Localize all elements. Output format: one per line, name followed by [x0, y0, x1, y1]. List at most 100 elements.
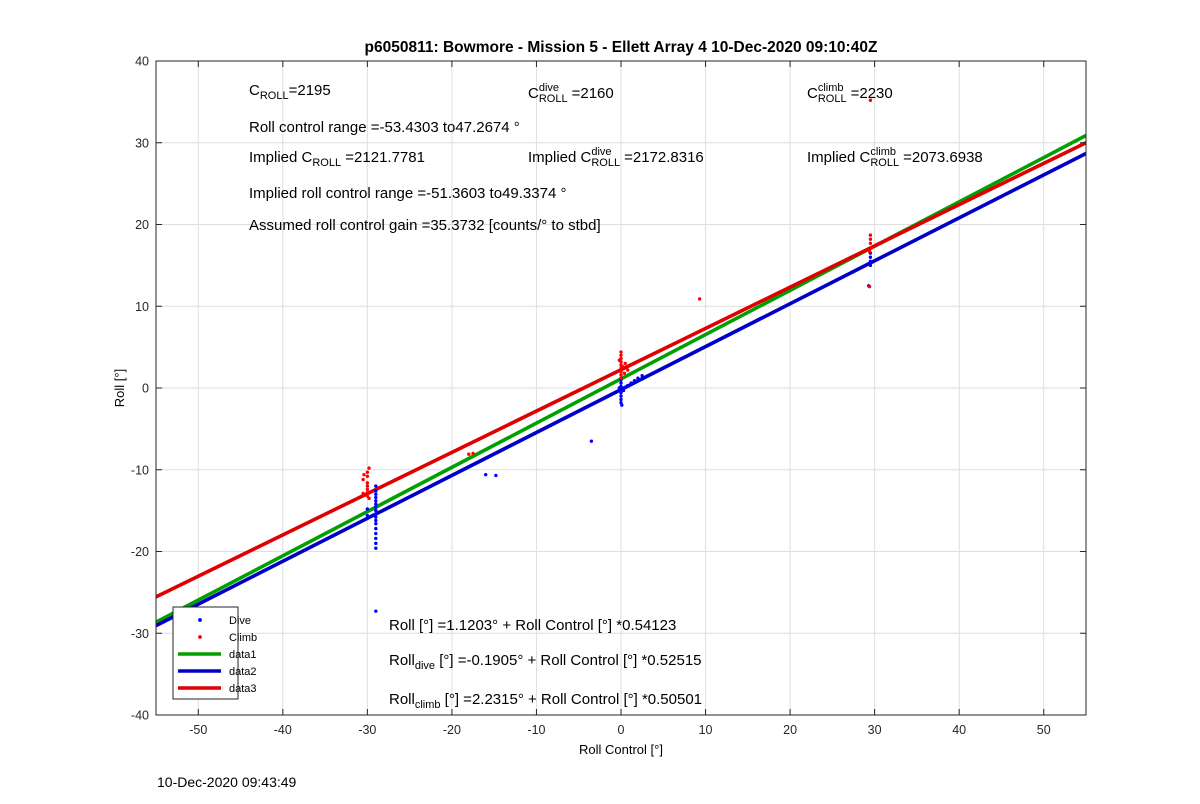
climb-point	[697, 297, 702, 301]
climb-point	[467, 452, 471, 456]
dive-point	[374, 609, 378, 613]
climb-point	[869, 245, 873, 250]
dive-point	[374, 484, 378, 488]
climb-point	[868, 233, 873, 237]
climb-point	[626, 368, 630, 372]
dive-point	[374, 522, 378, 526]
dive-point	[484, 472, 488, 477]
implied-c-roll-text: Implied CROLL =2121.7781	[249, 149, 425, 169]
dive-point	[374, 492, 378, 496]
climb-point	[619, 350, 623, 354]
y-tick-label: 10	[135, 300, 149, 314]
legend-label: Dive	[229, 615, 251, 627]
y-tick-label: -40	[131, 709, 149, 723]
x-axis-label: Roll Control [°]	[579, 742, 663, 757]
climb-point	[365, 474, 370, 478]
y-tick-label: 40	[135, 55, 149, 69]
print-timestamp: 10-Dec-2020 09:43:49	[157, 774, 297, 790]
dive-point	[629, 381, 633, 385]
climb-point	[367, 496, 371, 501]
dive-point	[619, 397, 623, 402]
climb-point	[365, 494, 370, 498]
climb-point	[619, 369, 623, 374]
dive-point	[494, 473, 498, 478]
dive-point	[640, 374, 644, 378]
dive-point	[617, 386, 622, 390]
climb-point	[620, 365, 625, 369]
climb-point	[619, 353, 623, 357]
c-roll-text: CROLL=2195	[249, 82, 331, 102]
dive-point	[636, 376, 640, 380]
climb-point	[619, 373, 623, 377]
dive-point	[374, 518, 378, 523]
climb-point	[367, 466, 371, 470]
y-tick-label: 0	[142, 382, 149, 396]
dive-point	[374, 489, 378, 493]
legend: Dive Climb data1 data2 data3	[172, 606, 257, 700]
climb-point	[365, 470, 370, 474]
dive-point	[374, 546, 378, 550]
climb-point	[867, 284, 872, 289]
chart-title: p6050811: Bowmore - Mission 5 - Ellett A…	[365, 39, 878, 56]
dive-point	[374, 512, 378, 516]
dive-point	[374, 508, 378, 513]
climb-point	[622, 371, 627, 375]
chart-marks	[156, 98, 1086, 628]
dive-point	[374, 536, 378, 541]
dive-point	[589, 439, 594, 443]
dive-point	[619, 394, 623, 398]
x-tick-label: 50	[1037, 723, 1051, 737]
fit-all-text: Roll [°] =1.1203° + Roll Control [°] *0.…	[389, 617, 677, 634]
roll-control-range-text: Roll control range =-53.4303 to47.2674 °	[249, 119, 520, 136]
dive-point	[619, 391, 623, 395]
dive-point	[632, 378, 637, 383]
x-tick-label: 0	[618, 723, 625, 737]
fit-dive-text: Rolldive [°] =-0.1905° + Roll Control [°…	[389, 652, 702, 672]
climb-point	[868, 241, 873, 246]
x-tick-label: -10	[527, 723, 545, 737]
climb-point	[361, 477, 365, 482]
legend-marker-dive	[198, 618, 202, 622]
legend-label: Climb	[229, 632, 257, 644]
implied-roll-range-text: Implied roll control range =-51.3603 to4…	[249, 185, 567, 202]
dive-point	[868, 263, 873, 268]
dive-point	[374, 526, 378, 531]
climb-point	[868, 98, 873, 102]
x-tick-label: 30	[868, 723, 882, 737]
y-tick-label: -10	[131, 463, 149, 477]
y-axis-label: Roll [°]	[112, 369, 127, 407]
dive-point	[620, 403, 624, 407]
y-tick-label: -20	[131, 545, 149, 559]
dive-point	[619, 381, 623, 385]
legend-marker-climb	[198, 635, 202, 639]
x-tick-label: 20	[783, 723, 797, 737]
x-tick-label: 10	[699, 723, 713, 737]
climb-point	[365, 481, 370, 485]
dive-point	[374, 502, 378, 506]
x-tick-label: -50	[189, 723, 207, 737]
dive-point	[374, 515, 378, 519]
x-tick-label: -40	[274, 723, 292, 737]
climb-point	[617, 358, 622, 362]
climb-point	[365, 490, 370, 495]
climb-point	[365, 487, 370, 492]
y-tick-label: -30	[131, 627, 149, 641]
dive-point	[374, 495, 378, 500]
dive-point	[374, 541, 378, 546]
climb-point	[623, 361, 627, 366]
climb-point	[471, 451, 475, 456]
legend-label: data1	[229, 649, 257, 661]
fit-climb-text: Rollclimb [°] =2.2315° + Roll Control [°…	[389, 691, 703, 711]
legend-label: data2	[229, 666, 257, 678]
climb-point	[867, 249, 872, 254]
climb-point	[361, 491, 365, 496]
dive-point	[621, 388, 626, 393]
dive-point	[374, 505, 378, 510]
x-tick-label: -30	[358, 723, 376, 737]
dive-point	[365, 513, 370, 518]
